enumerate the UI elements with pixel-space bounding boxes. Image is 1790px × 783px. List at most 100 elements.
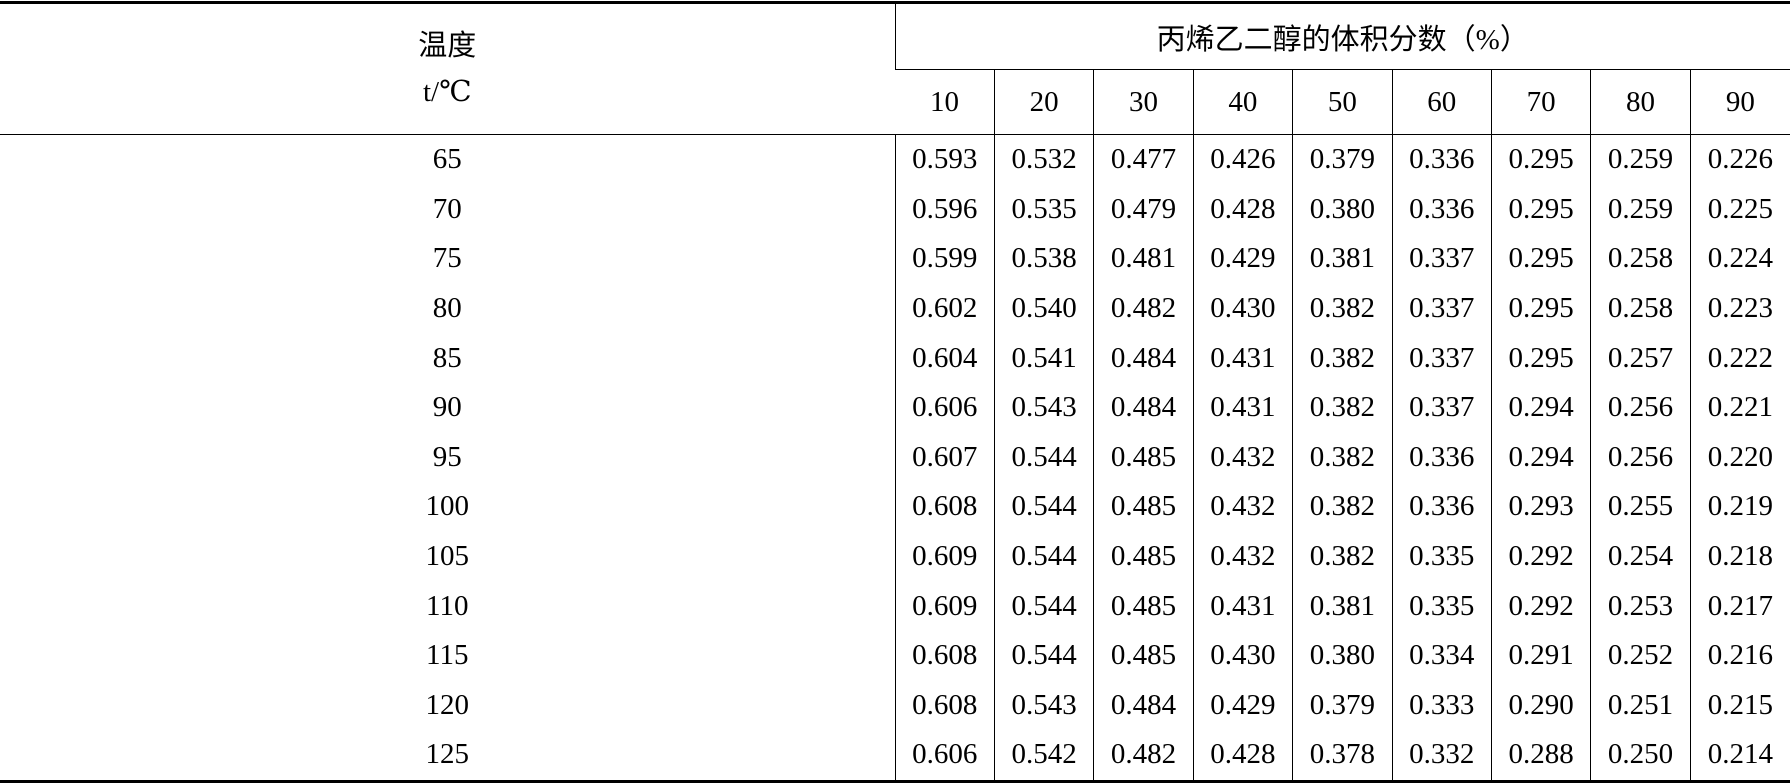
data-row: 95 0.607 0.544 0.485 0.432 0.382 0.336 0.294 0.2… <box>0 432 1790 483</box>
data-row: 110 0.609 0.544 0.485 0.431 0.381 0.335 0.292 0.… <box>0 581 1790 631</box>
data-row: 80 0.602 0.540 0.482 0.430 0.382 0.337 0.295 0.2… <box>0 283 1790 334</box>
temperature-cell: 95 <box>432 440 462 473</box>
value-cell: 0.485 <box>1093 531 1194 582</box>
header-row: 温度 t/℃ 丙烯乙二醇的体积分数（%） <box>0 2 1790 135</box>
value-cell: 0.258 <box>1590 283 1691 334</box>
data-row: 75 0.599 0.538 0.481 0.429 0.381 0.337 0.295 0.2… <box>0 234 1790 284</box>
value-cell: 0.606 <box>894 730 995 782</box>
temperature-cell: 80 <box>432 292 462 325</box>
value-cell: 0.223 <box>1689 283 1790 334</box>
temp-label: 温度 <box>418 29 477 62</box>
data-row: 105 0.609 0.544 0.485 0.432 0.382 0.335 0.292 0.… <box>0 531 1790 582</box>
value-cell: 0.608 <box>894 630 995 681</box>
value-cell: 0.335 <box>1391 581 1492 631</box>
value-cell: 0.295 <box>1490 283 1591 334</box>
value-cell: 0.380 <box>1292 630 1393 681</box>
value-cell: 0.291 <box>1490 630 1591 681</box>
value-cell: 0.485 <box>1093 581 1194 631</box>
value-cell: 0.335 <box>1391 531 1492 582</box>
column-header: 10 <box>895 69 995 135</box>
value-cell: 0.294 <box>1490 432 1591 483</box>
value-cell: 0.431 <box>1192 581 1293 631</box>
temperature-cell: 90 <box>432 391 462 424</box>
value-cell: 0.256 <box>1590 432 1691 483</box>
data-row: 65 0.593 0.532 0.477 0.426 0.379 0.336 0.295 0.2… <box>0 134 1790 185</box>
value-cell: 0.336 <box>1391 184 1492 235</box>
value-cell: 0.543 <box>993 680 1094 731</box>
value-cell: 0.253 <box>1590 581 1691 631</box>
data-row: 70 0.596 0.535 0.479 0.428 0.380 0.336 0.295 0.2… <box>0 184 1790 235</box>
value-cell: 0.379 <box>1292 134 1393 185</box>
value-cell: 0.214 <box>1689 730 1790 782</box>
value-cell: 0.255 <box>1590 482 1691 532</box>
value-cell: 0.544 <box>993 581 1094 631</box>
value-cell: 0.544 <box>993 630 1094 681</box>
value-cell: 0.294 <box>1490 382 1591 433</box>
column-header: 20 <box>993 69 1094 135</box>
value-cell: 0.430 <box>1192 283 1293 334</box>
value-cell: 0.218 <box>1689 531 1790 582</box>
temperature-cell: 105 <box>425 540 470 573</box>
header-row: 10 20 30 40 50 60 70 80 90 <box>0 69 1790 135</box>
value-cell: 0.544 <box>993 531 1094 582</box>
value-cell: 0.426 <box>1192 134 1293 185</box>
value-cell: 0.337 <box>1391 333 1492 383</box>
temperature-cell: 120 <box>425 688 470 721</box>
data-row: 120 0.608 0.543 0.484 0.429 0.379 0.333 0.290 0.… <box>0 680 1790 731</box>
data-row: 90 0.606 0.543 0.484 0.431 0.382 0.337 0.294 0.2… <box>0 382 1790 433</box>
value-cell: 0.216 <box>1689 630 1790 681</box>
value-cell: 0.599 <box>894 234 995 284</box>
value-cell: 0.334 <box>1391 630 1492 681</box>
column-header: 90 <box>1689 69 1790 135</box>
value-cell: 0.484 <box>1093 333 1194 383</box>
value-cell: 0.535 <box>993 184 1094 235</box>
temperature-cell: 70 <box>432 192 462 225</box>
temperature-cell: 75 <box>432 242 462 275</box>
value-cell: 0.431 <box>1192 333 1293 383</box>
value-cell: 0.293 <box>1490 482 1591 532</box>
value-cell: 0.382 <box>1292 531 1393 582</box>
value-cell: 0.254 <box>1590 531 1691 582</box>
column-header: 50 <box>1292 69 1393 135</box>
value-cell: 0.252 <box>1590 630 1691 681</box>
value-cell: 0.215 <box>1689 680 1790 731</box>
value-cell: 0.596 <box>894 184 995 235</box>
value-cell: 0.259 <box>1590 134 1691 185</box>
value-cell: 0.382 <box>1292 432 1393 483</box>
value-cell: 0.217 <box>1689 581 1790 631</box>
value-cell: 0.292 <box>1490 581 1591 631</box>
value-cell: 0.430 <box>1192 630 1293 681</box>
value-cell: 0.295 <box>1490 234 1591 284</box>
group-title: 丙烯乙二醇的体积分数（%） <box>894 2 1790 70</box>
value-cell: 0.428 <box>1192 730 1293 782</box>
value-cell: 0.225 <box>1689 184 1790 235</box>
value-cell: 0.429 <box>1192 680 1293 731</box>
temperature-cell: 125 <box>425 738 470 771</box>
value-cell: 0.602 <box>894 283 995 334</box>
value-cell: 0.604 <box>894 333 995 383</box>
value-cell: 0.543 <box>993 382 1094 433</box>
value-cell: 0.485 <box>1093 482 1194 532</box>
value-cell: 0.379 <box>1292 680 1393 731</box>
value-cell: 0.532 <box>993 134 1094 185</box>
value-cell: 0.544 <box>993 432 1094 483</box>
value-cell: 0.295 <box>1490 184 1591 235</box>
value-cell: 0.336 <box>1391 482 1492 532</box>
value-cell: 0.431 <box>1192 382 1293 433</box>
value-cell: 0.484 <box>1093 382 1194 433</box>
value-cell: 0.428 <box>1192 184 1293 235</box>
value-cell: 0.259 <box>1590 184 1691 235</box>
value-cell: 0.256 <box>1590 382 1691 433</box>
temperature-cell: 85 <box>432 341 462 374</box>
value-cell: 0.220 <box>1689 432 1790 483</box>
value-cell: 0.432 <box>1192 482 1293 532</box>
value-cell: 0.593 <box>894 134 995 185</box>
value-cell: 0.221 <box>1689 382 1790 433</box>
data-row: 115 0.608 0.544 0.485 0.430 0.380 0.334 0.291 0.… <box>0 630 1790 681</box>
value-cell: 0.222 <box>1689 333 1790 383</box>
temperature-cell: 110 <box>426 589 469 622</box>
value-cell: 0.485 <box>1093 630 1194 681</box>
value-cell: 0.609 <box>894 531 995 582</box>
